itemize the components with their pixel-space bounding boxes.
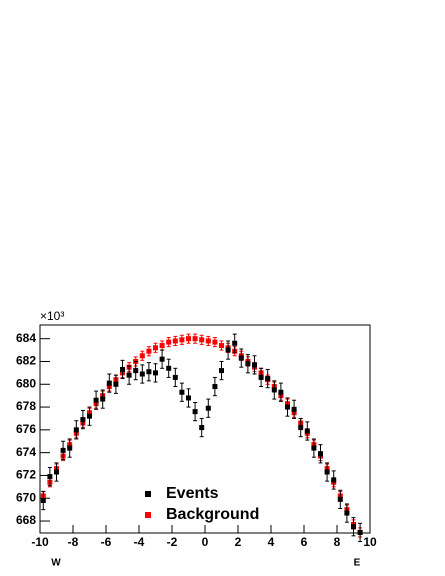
x-tick-label: 2 [235, 535, 242, 549]
marker [252, 362, 257, 368]
marker [271, 387, 277, 393]
y-tick-label: 678 [16, 399, 36, 413]
y-multiplier: ×10³ [40, 309, 64, 323]
marker [40, 498, 46, 504]
marker [47, 474, 53, 480]
marker [166, 365, 172, 371]
marker [285, 404, 290, 410]
marker [304, 428, 310, 434]
marker [344, 510, 350, 516]
legend-label: Background [166, 506, 259, 523]
x-tick-label: 4 [268, 535, 275, 549]
marker [120, 366, 125, 372]
marker [73, 427, 79, 433]
marker [337, 496, 343, 502]
marker [219, 343, 224, 349]
marker [67, 445, 73, 451]
marker [166, 339, 172, 345]
marker [205, 405, 211, 411]
marker [357, 529, 363, 535]
marker [159, 343, 165, 349]
marker [324, 469, 330, 475]
marker [212, 384, 218, 390]
x-tick-label: 10 [363, 535, 377, 549]
y-tick-label: 680 [16, 376, 36, 390]
marker [87, 413, 92, 419]
marker [298, 425, 304, 431]
marker [179, 337, 185, 343]
x-tick-label: -4 [134, 535, 145, 549]
marker [245, 361, 251, 367]
marker [139, 353, 145, 359]
marker [212, 339, 218, 345]
marker [199, 425, 205, 431]
y-tick-label: 674 [16, 445, 36, 459]
y-tick-label: 676 [16, 422, 36, 436]
marker [278, 389, 284, 395]
marker [54, 469, 59, 475]
marker [192, 336, 198, 342]
marker [238, 355, 244, 361]
x-tick-label: 0 [202, 535, 209, 549]
x-label-left: W [51, 558, 61, 569]
marker [225, 347, 231, 353]
marker [172, 374, 178, 380]
y-tick-label: 682 [16, 354, 36, 368]
marker [179, 389, 185, 395]
marker [146, 369, 152, 375]
marker [153, 370, 158, 376]
marker [153, 345, 158, 351]
y-tick-label: 670 [16, 490, 36, 504]
marker [93, 397, 99, 403]
marker [232, 340, 238, 346]
marker [265, 376, 271, 382]
y-tick-label: 684 [16, 331, 36, 345]
x-label-right: E [354, 558, 361, 569]
marker [60, 447, 66, 453]
marker [205, 338, 211, 344]
marker [318, 451, 323, 457]
marker [146, 348, 152, 354]
marker [106, 380, 112, 386]
marker [126, 372, 132, 378]
y-tick-label: 668 [16, 513, 36, 527]
legend-label: Events [166, 485, 219, 502]
marker [291, 406, 297, 412]
marker [139, 371, 145, 377]
marker [258, 374, 264, 380]
marker [331, 477, 337, 483]
marker [351, 524, 356, 530]
y-tick-label: 672 [16, 468, 36, 482]
marker [100, 396, 106, 402]
legend-swatch [145, 491, 151, 497]
x-tick-label: 6 [301, 535, 308, 549]
x-tick-label: -2 [167, 535, 178, 549]
marker [311, 445, 317, 451]
marker [186, 336, 191, 342]
x-tick-label: -10 [31, 535, 49, 549]
x-tick-label: 8 [334, 535, 341, 549]
marker [113, 381, 119, 387]
x-tick-label: -8 [68, 535, 79, 549]
marker [219, 368, 224, 374]
x-tick-label: -6 [101, 535, 112, 549]
marker [199, 337, 205, 343]
marker [133, 368, 139, 374]
legend-swatch [145, 512, 151, 518]
marker [192, 409, 198, 415]
marker [159, 356, 165, 362]
marker [186, 395, 191, 401]
marker [172, 338, 178, 344]
marker [80, 417, 86, 423]
